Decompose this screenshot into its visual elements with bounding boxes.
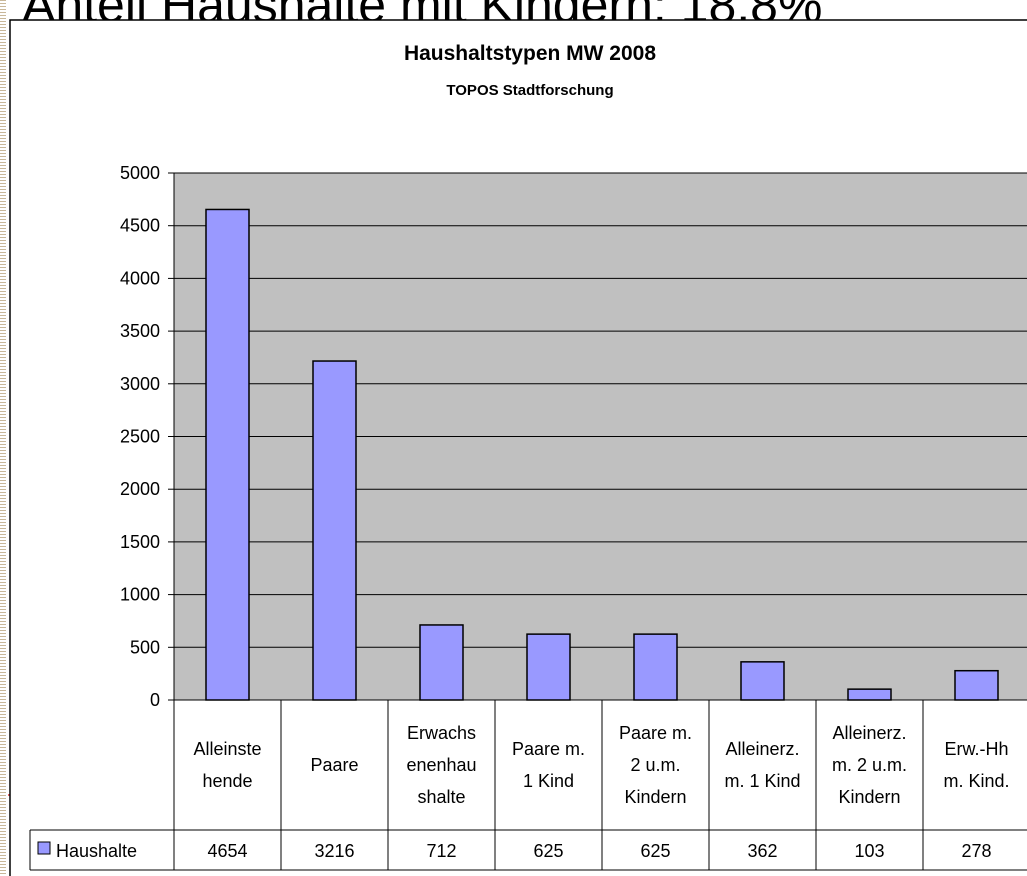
y-tick-label: 4000: [120, 268, 160, 288]
table-value: 362: [747, 841, 777, 861]
bar: [526, 633, 571, 701]
y-tick-label: 1000: [120, 585, 160, 605]
bar: [847, 688, 892, 701]
chart-title: Haushaltstypen MW 2008: [404, 42, 656, 65]
bar: [954, 669, 999, 701]
y-tick-label: 3000: [120, 374, 160, 394]
y-tick-label: 1500: [120, 532, 160, 552]
y-tick-label: 0: [150, 690, 160, 710]
bar: [740, 661, 785, 701]
table-value: 103: [854, 841, 884, 861]
table-value: 712: [426, 841, 456, 861]
y-tick-label: 4500: [120, 216, 160, 236]
bar: [633, 633, 678, 701]
table-value: 4654: [207, 841, 247, 861]
y-tick-label: 500: [130, 637, 160, 657]
y-tick-label: 2500: [120, 427, 160, 447]
legend-key: [37, 841, 51, 855]
x-tick-label: Erwachs enenhau shalte: [406, 723, 476, 807]
x-tick-label: Paare: [310, 755, 358, 775]
table-value: 3216: [314, 841, 354, 861]
x-tick-label: Paare m. 1 Kind: [512, 739, 585, 791]
x-tick-label: Alleinste hende: [193, 739, 261, 791]
bar: [312, 360, 357, 701]
x-tick-label: Erw.-Hh m. Kind.: [943, 739, 1009, 791]
table-value: 278: [961, 841, 991, 861]
table-value: 625: [640, 841, 670, 861]
y-tick-label: 5000: [120, 163, 160, 183]
legend-label: Haushalte: [56, 841, 137, 861]
y-tick-label: 2000: [120, 479, 160, 499]
x-tick-label: Alleinerz. m. 1 Kind: [724, 739, 800, 791]
table-value: 625: [533, 841, 563, 861]
x-tick-label: Alleinerz. m. 2 u.m. Kindern: [832, 723, 907, 807]
chart-subtitle: TOPOS Stadtforschung: [446, 82, 613, 99]
x-tick-label: Paare m. 2 u.m. Kindern: [619, 723, 692, 807]
bar: [205, 208, 250, 701]
y-tick-label: 3500: [120, 321, 160, 341]
bar: [419, 624, 464, 701]
